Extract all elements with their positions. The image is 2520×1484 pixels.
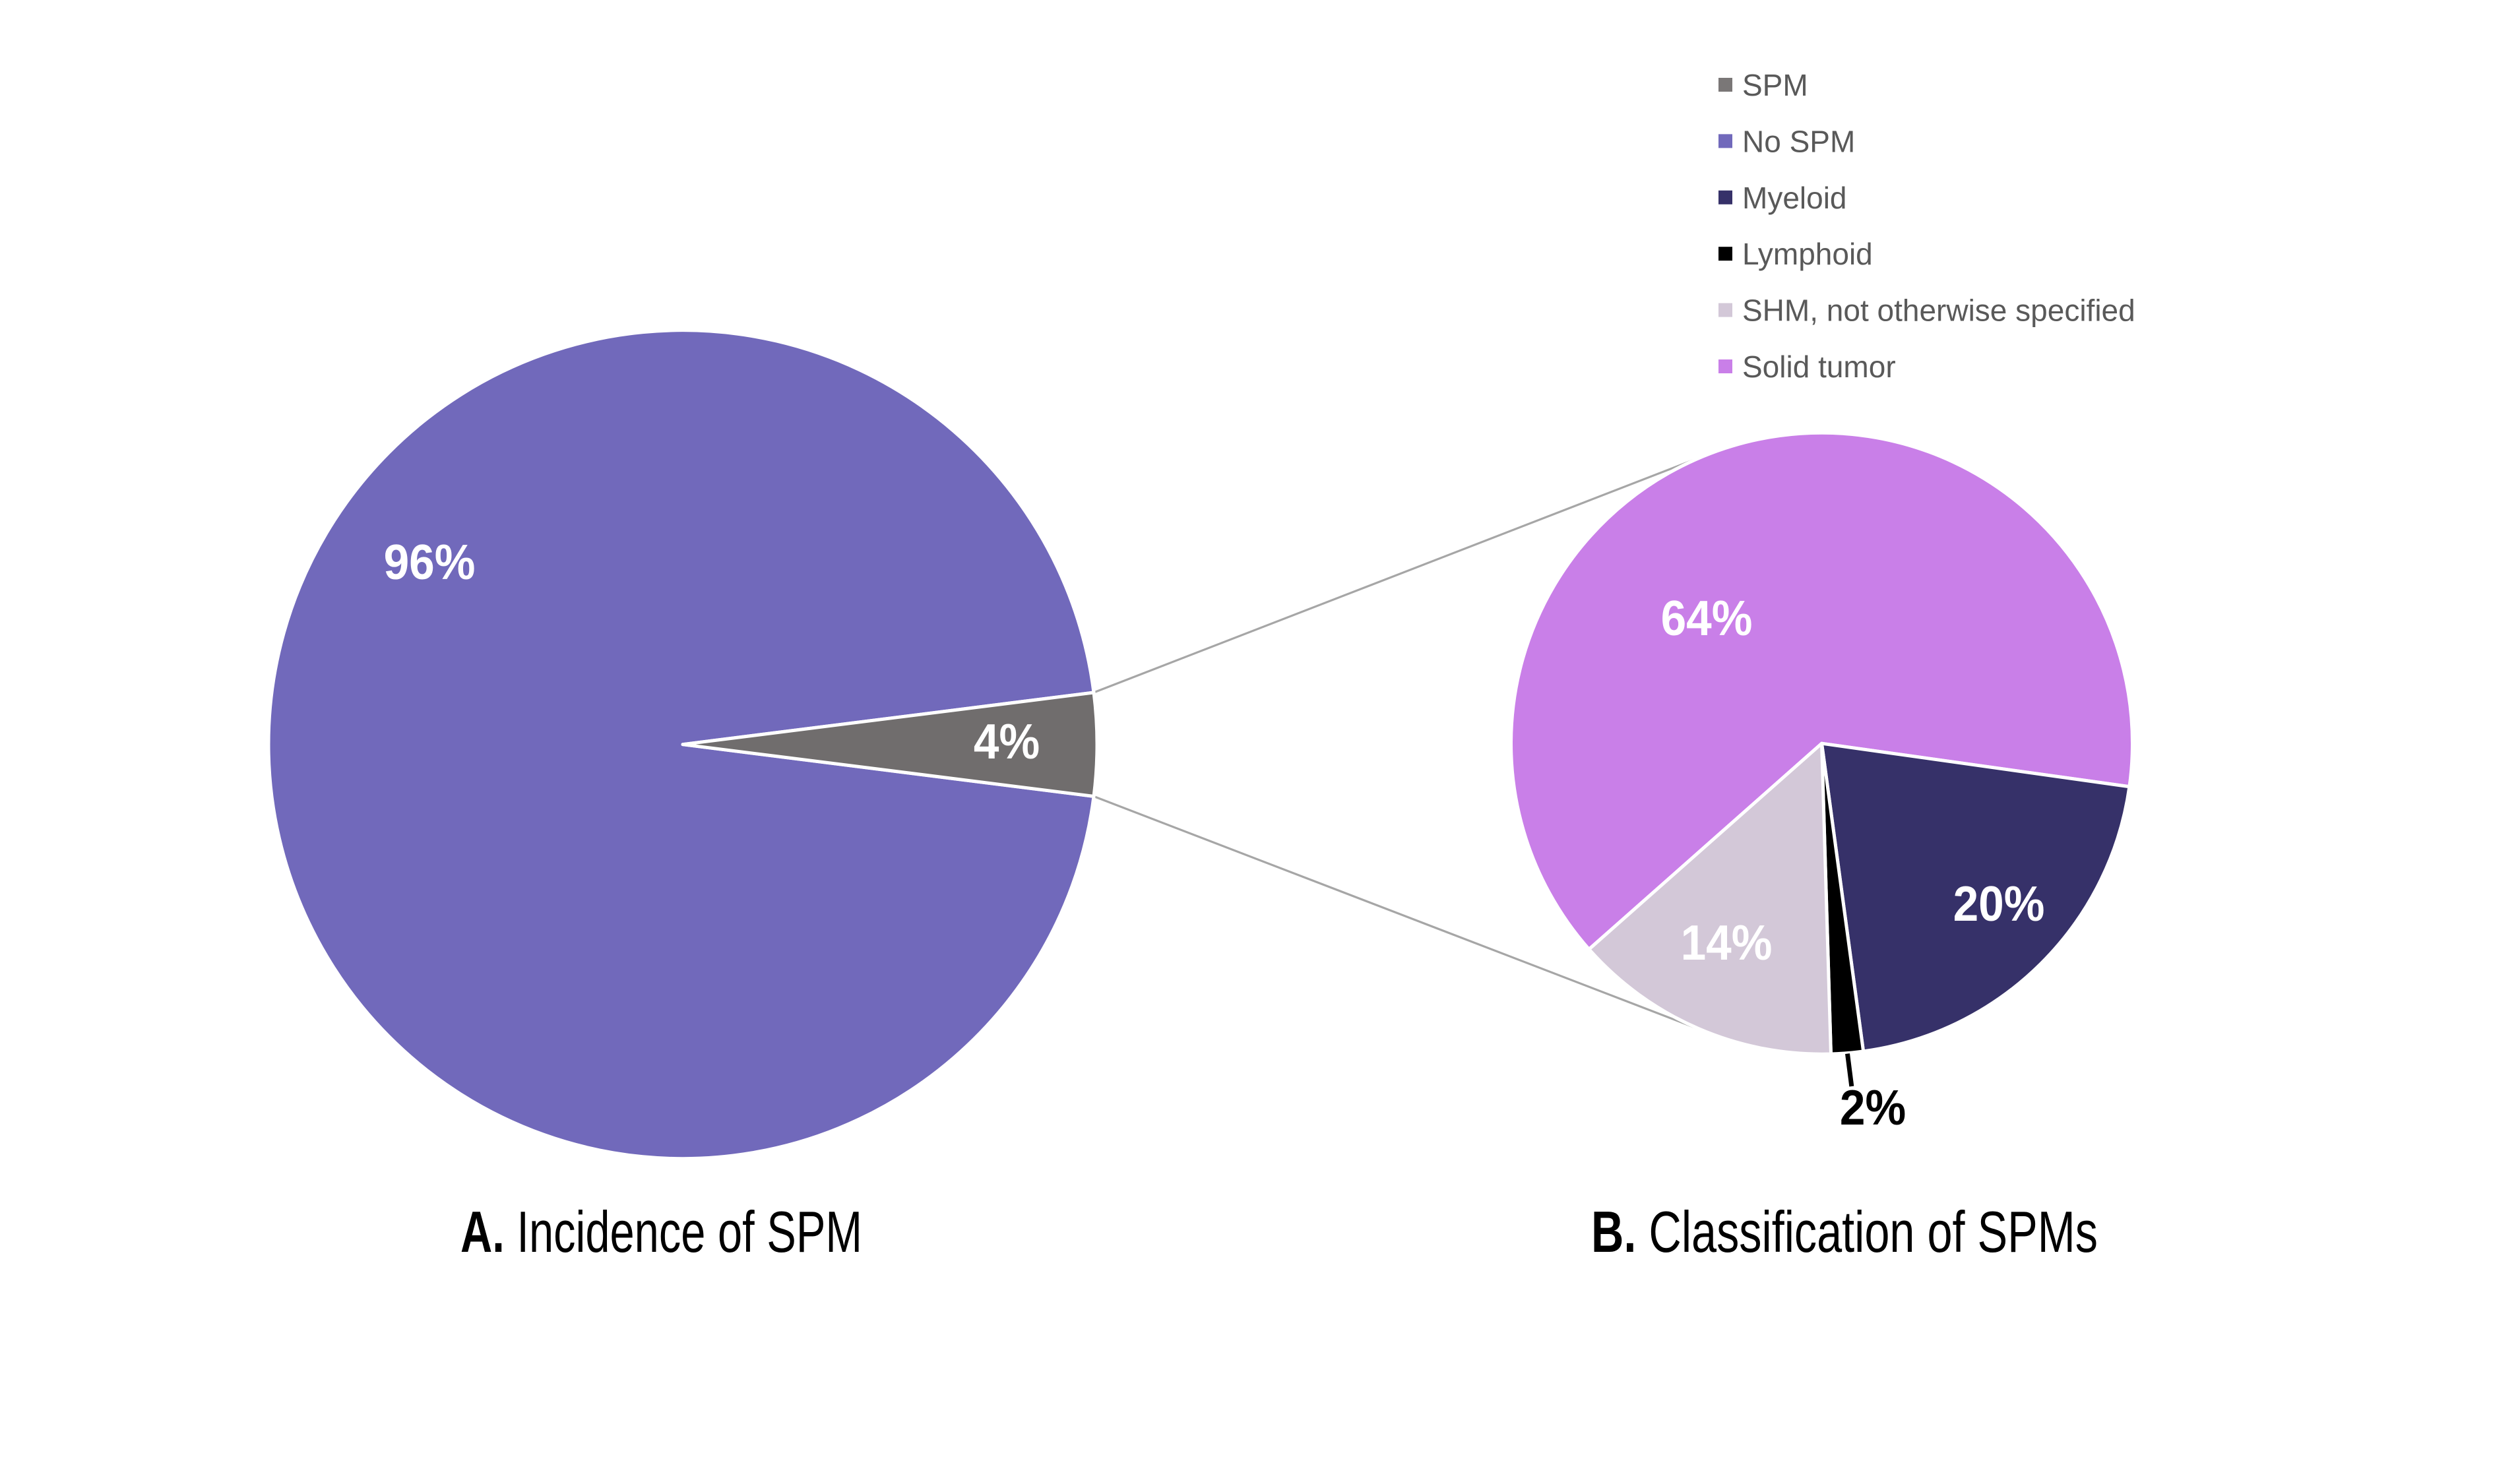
svg-text:4%: 4% (974, 715, 1040, 770)
svg-text:SPM: SPM (1742, 68, 1808, 102)
svg-text:96%: 96% (384, 536, 476, 590)
svg-text:20%: 20% (1953, 877, 2045, 932)
svg-text:A. Incidence of SPM: A. Incidence of SPM (460, 1199, 862, 1264)
svg-text:2%: 2% (1840, 1081, 1906, 1136)
svg-text:Lymphoid: Lymphoid (1742, 237, 1873, 271)
svg-text:No SPM: No SPM (1742, 124, 1855, 158)
svg-text:SHM, not otherwise specified: SHM, not otherwise specified (1742, 294, 2135, 328)
svg-text:64%: 64% (1661, 592, 1753, 646)
svg-text:B. Classification of SPMs: B. Classification of SPMs (1591, 1200, 2098, 1264)
svg-text:Solid tumor: Solid tumor (1742, 350, 1896, 384)
svg-text:Myeloid: Myeloid (1742, 181, 1847, 215)
svg-text:14%: 14% (1681, 916, 1773, 971)
